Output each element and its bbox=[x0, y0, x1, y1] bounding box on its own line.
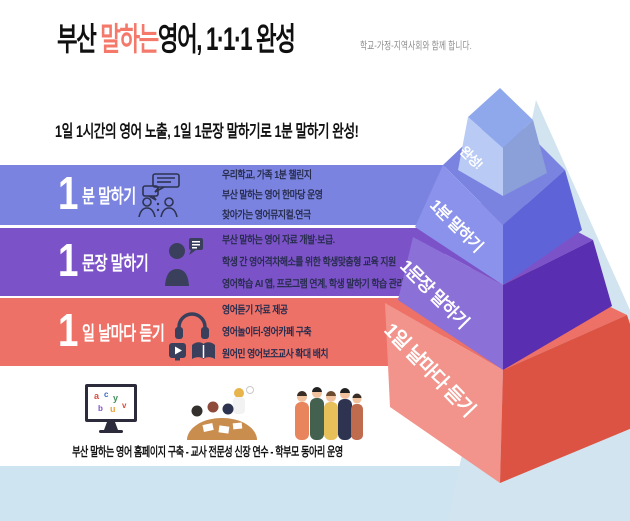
row-one-minute-speaking: 1 분 말하기 우리학교, 가족 1분 챌린지 부산 말하는 영어 한마당 운영… bbox=[0, 165, 445, 225]
page-title: 부산 말하는영어, 1·1·1 완성 bbox=[57, 14, 296, 60]
detail-line: 부산 말하는 영어 한마당 운영 bbox=[222, 189, 323, 201]
teacher-training-icon bbox=[187, 386, 257, 440]
tier3-right-face bbox=[503, 240, 612, 370]
title-highlight: 말하는 bbox=[100, 21, 159, 57]
pyramid-backdrop bbox=[448, 100, 630, 521]
row-label: 일 날마다 듣기 bbox=[82, 323, 165, 345]
title-prefix: 부산 bbox=[57, 21, 101, 57]
svg-text:u: u bbox=[110, 404, 116, 414]
row-number: 1 bbox=[58, 167, 79, 220]
detail-line: 영어학습 AI 앱, 프로그램 연계, 학생 말하기 학습 관리 bbox=[222, 278, 405, 290]
detail-line: 찾아가는 영어뮤지컬.연극 bbox=[222, 209, 311, 221]
svg-text:y: y bbox=[113, 393, 118, 403]
svg-text:b: b bbox=[98, 404, 103, 413]
bottom-bar bbox=[0, 466, 630, 521]
group-conversation-icon bbox=[138, 173, 180, 217]
row-detail-list: 우리학교, 가족 1분 챌린지 부산 말하는 영어 한마당 운영 찾아가는 영어… bbox=[222, 165, 323, 225]
title-tagline: 학교-가정-지역사회와 함께 합니다. bbox=[360, 40, 472, 52]
svg-text:a: a bbox=[94, 391, 100, 401]
tier1-right-face bbox=[503, 120, 547, 196]
detail-line: 영어놀이터-영어카페 구축 bbox=[222, 326, 312, 338]
detail-line: 원어민 영어보조교사 확대 배치 bbox=[222, 348, 329, 360]
row-label: 분 말하기 bbox=[82, 186, 136, 208]
detail-line: 우리학교, 가족 1분 챌린지 bbox=[222, 169, 312, 181]
svg-text:v: v bbox=[122, 401, 127, 410]
row-number: 1 bbox=[58, 234, 79, 287]
computer-website-icon: a c y b u v bbox=[85, 384, 137, 433]
parents-club-icon bbox=[295, 387, 363, 440]
row-detail-list: 영어듣기 자료 제공 영어놀이터-영어카페 구축 원어민 영어보조교사 확대 배… bbox=[222, 299, 329, 365]
row-one-sentence-speaking: 1 문장 말하기 부산 말하는 영어 자료 개발·보급. 학생 간 영어격차해소… bbox=[0, 228, 445, 296]
detail-line: 학생 간 영어격차해소를 위한 학생맞춤형 교육 지원 bbox=[222, 256, 396, 268]
row-label: 문장 말하기 bbox=[82, 253, 149, 275]
person-speaking-icon bbox=[165, 238, 203, 286]
tier1-left-face bbox=[458, 117, 503, 196]
tier1-label: 완성! bbox=[457, 143, 486, 172]
tier2-right-face bbox=[503, 170, 582, 285]
listening-media-icon bbox=[169, 312, 215, 361]
detail-line: 부산 말하는 영어 자료 개발·보급. bbox=[222, 234, 335, 246]
tier2-top-face bbox=[443, 108, 565, 225]
svg-text:c: c bbox=[104, 390, 109, 399]
row-number: 1 bbox=[58, 304, 79, 357]
title-suffix: 영어, 1·1·1 완성 bbox=[157, 21, 296, 57]
row-daily-listening: 1 일 날마다 듣기 영어듣기 자료 제공 영어놀이터-영어카페 구축 원어민 … bbox=[0, 298, 445, 366]
footer-caption: 부산 말하는 영어 홈페이지 구축 - 교사 전문성 신장 연수 - 학부모 동… bbox=[72, 445, 343, 459]
tier1-top-face bbox=[468, 88, 533, 148]
tier4-right-face bbox=[500, 315, 630, 483]
headline: 1일 1시간의 영어 노출, 1일 1문장 말하기로 1분 말하기 완성! bbox=[55, 122, 359, 141]
detail-line: 영어듣기 자료 제공 bbox=[222, 304, 288, 316]
row-detail-list: 부산 말하는 영어 자료 개발·보급. 학생 간 영어격차해소를 위한 학생맞춤… bbox=[222, 229, 405, 295]
